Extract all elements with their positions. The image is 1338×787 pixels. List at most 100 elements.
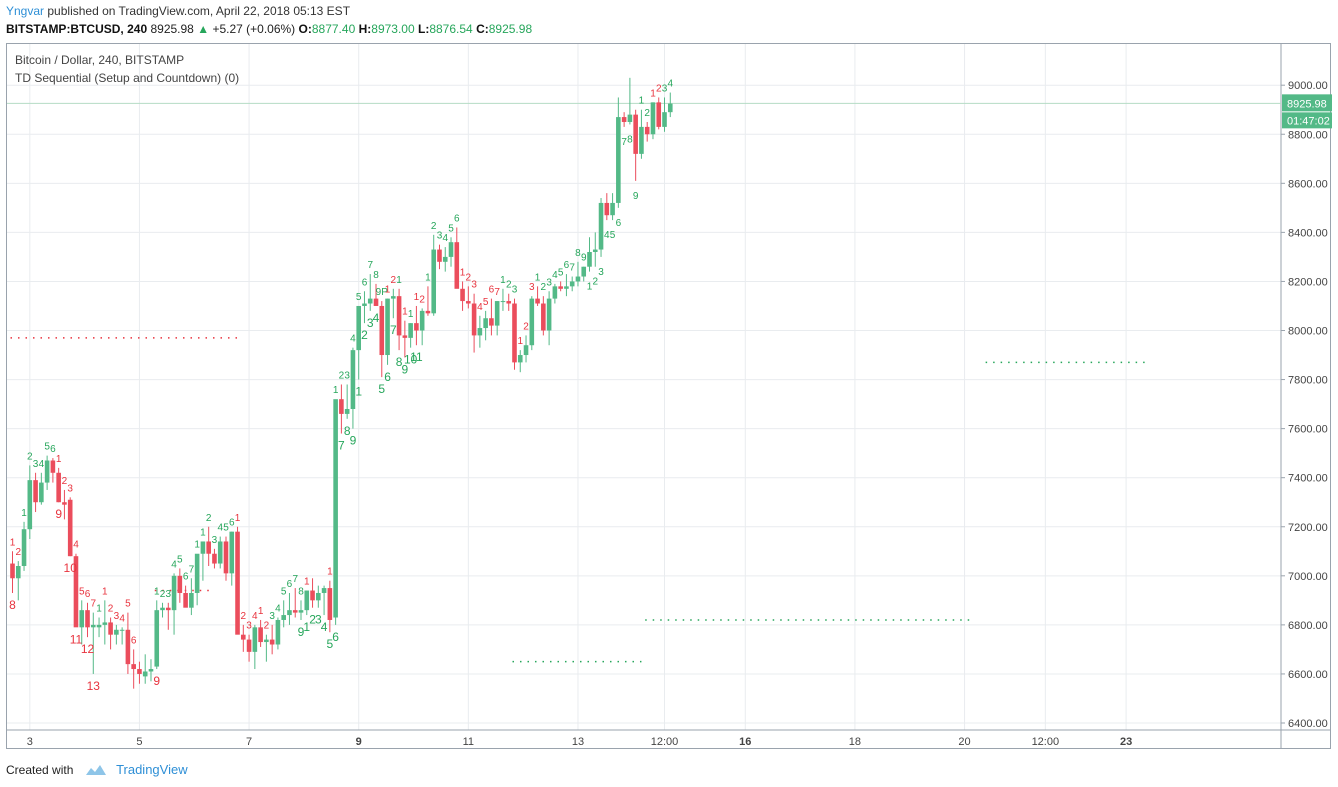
td-setup-label: 2 xyxy=(264,621,270,632)
tradingview-link[interactable]: TradingView xyxy=(116,762,188,777)
x-tick-label: 5 xyxy=(136,736,142,748)
td-setup-label: 1 xyxy=(56,454,62,465)
candle-down xyxy=(165,607,171,611)
bar-countdown-label: 01:47:02 xyxy=(1287,115,1330,127)
td-setup-label: 7 xyxy=(569,263,575,274)
td-setup-label: 6 xyxy=(183,572,189,583)
td-setup-label: 2 xyxy=(644,108,650,119)
td-setup-label: 1 xyxy=(235,513,241,524)
td-setup-label: 2 xyxy=(419,294,425,305)
candle-down xyxy=(206,541,211,554)
td-setup-label: 6 xyxy=(564,260,570,271)
candle-down xyxy=(656,102,662,127)
candle-up xyxy=(316,592,321,601)
td-setup-label: 3 xyxy=(662,83,668,94)
candle-down xyxy=(621,117,627,122)
candle-up xyxy=(142,671,148,677)
candle-down xyxy=(73,556,79,628)
td-countdown-label: 9 xyxy=(350,434,357,448)
td-setup-label: 1 xyxy=(517,336,523,347)
candle-down xyxy=(512,303,517,363)
candle-down xyxy=(223,541,229,574)
td-setup-label: 4 xyxy=(119,613,125,624)
td-setup-label: 1 xyxy=(194,540,200,551)
td-setup-label: 4 xyxy=(477,302,483,313)
candle-down xyxy=(373,298,379,306)
x-tick-label: 7 xyxy=(246,736,252,748)
td-setup-label: 6 xyxy=(229,518,235,529)
td-setup-label: 8 xyxy=(298,586,304,597)
candle-down xyxy=(108,622,113,635)
candle-up xyxy=(275,619,281,645)
td-setup-label: 9 xyxy=(633,191,639,202)
candle-up xyxy=(500,301,506,303)
symbol-label: BITSTAMP:BTCUSD, 240 xyxy=(6,22,148,36)
td-countdown-label: 9 xyxy=(153,674,160,688)
candle-down xyxy=(604,202,610,216)
candle-down xyxy=(506,301,512,304)
candle-up xyxy=(194,553,200,593)
candle-down xyxy=(62,502,67,505)
candle-up xyxy=(477,328,483,336)
candle-down xyxy=(535,298,540,304)
td-setup-label: 2 xyxy=(108,604,114,615)
td-setup-label: 1 xyxy=(258,606,264,617)
td-setup-label: 2 xyxy=(241,611,247,622)
td-setup-label: 5 xyxy=(223,523,229,534)
td-countdown-label: 4 xyxy=(321,620,328,634)
td-countdown-label: 6 xyxy=(332,630,339,644)
candle-down xyxy=(541,303,546,331)
author-link[interactable]: Yngvar xyxy=(6,4,45,18)
candle-down xyxy=(339,399,344,414)
candle-down xyxy=(327,588,333,620)
candle-up xyxy=(587,252,592,267)
candle-down xyxy=(125,629,131,665)
td-setup-label: 3 xyxy=(344,370,350,381)
td-setup-label: 7 xyxy=(367,260,373,271)
td-setup-label: 1 xyxy=(21,508,27,519)
candle-up xyxy=(160,607,165,611)
candle-down xyxy=(425,310,431,314)
close-value: 8925.98 xyxy=(488,22,533,36)
td-countdown-label: 5 xyxy=(378,382,385,396)
td-setup-label: 1 xyxy=(154,586,160,597)
chart-frame[interactable] xyxy=(6,43,1331,749)
td-setup-label: 1 xyxy=(200,527,206,538)
x-tick-label: 16 xyxy=(739,736,751,748)
td-setup-label: 1 xyxy=(408,309,414,320)
candle-up xyxy=(667,103,673,113)
indicator-label[interactable]: TD Sequential (Setup and Countdown) (0) xyxy=(15,71,240,85)
low-value: 8876.54 xyxy=(429,22,473,36)
candle-down xyxy=(644,126,650,135)
td-setup-label: 2 xyxy=(431,221,437,232)
td-setup-label: 2 xyxy=(656,83,662,94)
candle-down xyxy=(460,288,465,302)
up-arrow-icon: ▲ xyxy=(197,22,210,36)
publish-info: Yngvar published on TradingView.com, Apr… xyxy=(6,4,350,18)
td-setup-label: 1 xyxy=(102,586,108,597)
x-tick-label: 20 xyxy=(958,736,970,748)
td-setup-label: 1 xyxy=(650,88,656,99)
td-setup-label: 4 xyxy=(552,270,558,281)
published-text: published on TradingView.com, April 22, … xyxy=(47,4,351,18)
td-countdown-label: 13 xyxy=(87,679,101,693)
candle-up xyxy=(494,301,500,326)
td-setup-label: 2 xyxy=(62,476,68,487)
candle-down xyxy=(131,664,136,670)
td-countdown-label: 1 xyxy=(355,385,362,399)
close-label: C: xyxy=(476,22,489,36)
td-countdown-label: 1 xyxy=(303,620,310,634)
td-countdown-label: 2 xyxy=(361,328,368,342)
x-tick-label: 13 xyxy=(572,736,584,748)
y-tick-label: 8600.00 xyxy=(1288,178,1328,190)
td-setup-label: 6 xyxy=(489,285,495,296)
td-setup-label: 5 xyxy=(448,223,454,234)
td-setup-label: 2 xyxy=(592,277,598,288)
candle-down xyxy=(137,669,142,674)
td-setup-label: 3 xyxy=(598,267,604,278)
td-setup-label: 3 xyxy=(33,459,39,470)
td-setup-label: 1 xyxy=(639,96,645,107)
candle-up xyxy=(298,610,304,613)
td-setup-label: 1 xyxy=(333,385,339,396)
